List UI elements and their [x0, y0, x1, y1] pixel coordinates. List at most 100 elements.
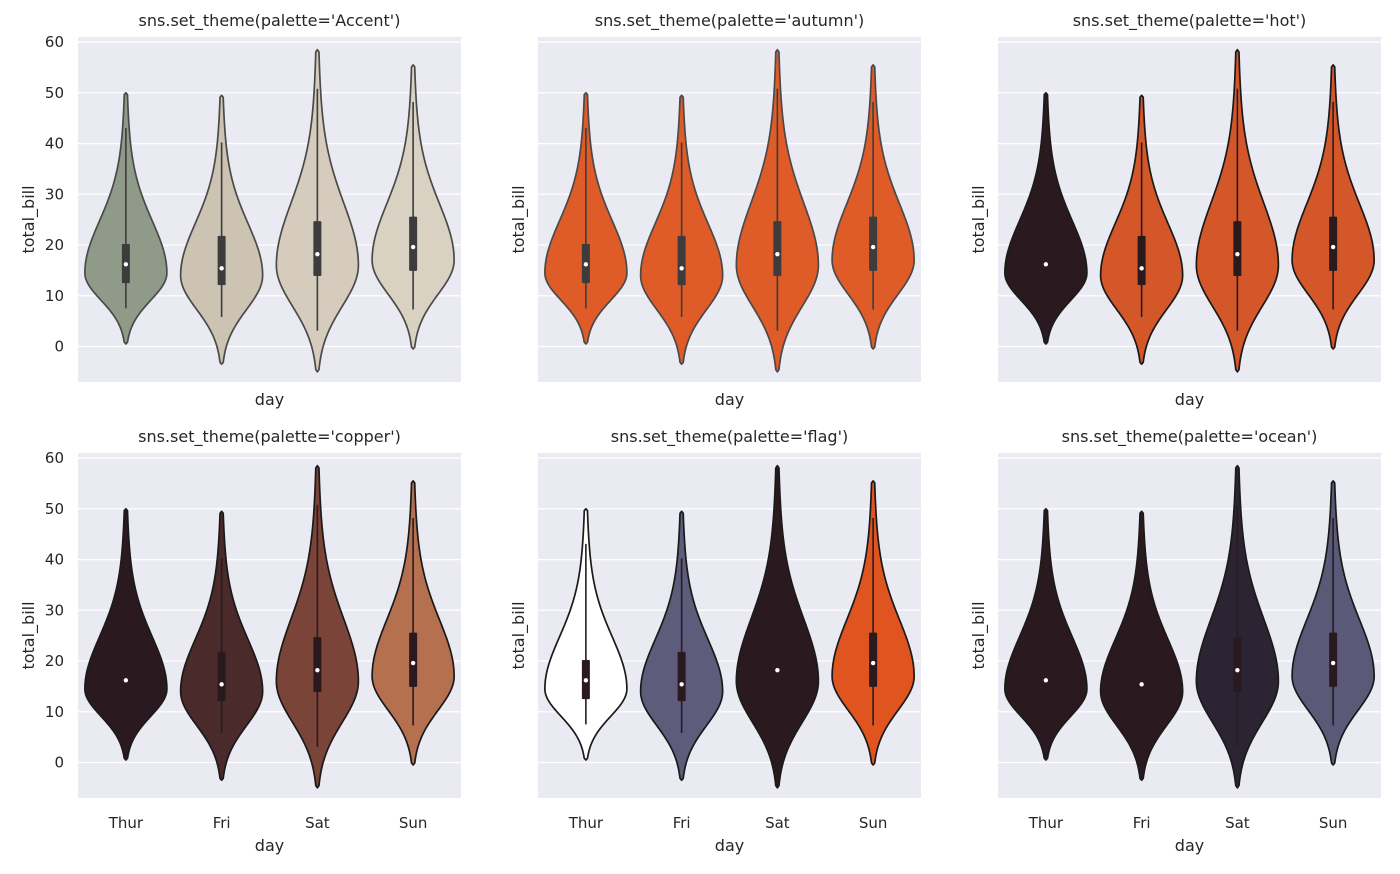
violin-sun — [831, 480, 915, 766]
violin-sat — [275, 464, 360, 789]
interquartile-box — [1233, 637, 1242, 692]
y-axis-label: total_bill — [509, 185, 529, 253]
subplot-title: sns.set_theme(palette='ocean') — [1062, 427, 1318, 447]
violin-fri — [639, 94, 724, 366]
median-dot — [775, 667, 780, 673]
median-dot — [1043, 678, 1049, 683]
median-dot — [1330, 660, 1336, 666]
violin-thur — [1004, 507, 1088, 761]
interquartile-box — [217, 235, 226, 286]
x-axis-label: day — [715, 836, 744, 855]
median-dot — [1139, 682, 1144, 687]
y-tick-label: 10 — [45, 703, 64, 721]
y-tick-label: 0 — [54, 753, 64, 771]
y-tick-label: 0 — [54, 337, 64, 355]
violin-sat — [275, 48, 360, 373]
x-tick-label: Sun — [1319, 814, 1348, 832]
y-tick-label: 60 — [45, 449, 64, 467]
interquartile-box — [677, 235, 686, 286]
interquartile-box — [409, 216, 418, 271]
median-dot — [679, 682, 684, 687]
median-dot — [1235, 667, 1240, 673]
subplot-2: sns.set_theme(palette='autumn')day total_… — [509, 11, 921, 409]
interquartile-box — [869, 632, 878, 687]
violin-body — [735, 464, 820, 789]
violin-body — [1004, 91, 1088, 345]
interquartile-box — [409, 632, 418, 687]
violin-sat — [1195, 48, 1280, 373]
median-dot — [123, 678, 129, 683]
x-tick-label: Thur — [568, 814, 604, 832]
y-tick-label: 50 — [45, 84, 64, 102]
violin-sat — [735, 464, 820, 789]
subplot-title: sns.set_theme(palette='Accent') — [139, 11, 401, 31]
median-dot — [315, 251, 320, 257]
median-dot — [315, 667, 320, 673]
y-axis-label: total_bill — [969, 185, 989, 253]
violin-fri — [179, 94, 264, 366]
interquartile-box — [1329, 632, 1338, 687]
violin-thur — [84, 507, 168, 761]
interquartile-box — [313, 637, 322, 692]
y-axis-label: total_bill — [19, 601, 39, 669]
median-dot — [219, 266, 224, 271]
interquartile-box — [313, 221, 322, 276]
median-dot — [123, 262, 129, 267]
median-dot — [410, 660, 416, 666]
x-axis-label: day — [1175, 390, 1204, 409]
violin-sun — [831, 64, 915, 350]
x-axis-label: day — [255, 836, 284, 855]
subplot-title: sns.set_theme(palette='copper') — [138, 427, 401, 447]
violin-sat — [735, 48, 820, 373]
median-dot — [1139, 266, 1144, 271]
x-tick-label: Sat — [1225, 814, 1250, 832]
y-axis-label: total_bill — [969, 601, 989, 669]
median-dot — [1330, 244, 1336, 250]
median-dot — [583, 678, 589, 683]
violin-body — [84, 507, 168, 761]
y-axis-label: total_bill — [509, 601, 529, 669]
interquartile-box — [1233, 221, 1242, 276]
interquartile-box — [1137, 235, 1146, 286]
violin-sun — [1291, 480, 1375, 766]
violin-sun — [1291, 64, 1375, 350]
subplot-1: 0 10 20 30 40 50 60 sns.set_theme(palette='Acce… — [19, 11, 461, 409]
violin-thur — [1004, 91, 1088, 345]
violin-fri — [1099, 510, 1184, 782]
median-dot — [1235, 251, 1240, 257]
median-dot — [1043, 262, 1049, 267]
subplot-6: sns.set_theme(palette='ocean')day total_b… — [969, 427, 1381, 855]
x-tick-label: Thur — [1028, 814, 1064, 832]
median-dot — [775, 251, 780, 257]
violin-fri — [1099, 94, 1184, 366]
x-tick-label: Sat — [305, 814, 330, 832]
subplot-title: sns.set_theme(palette='flag') — [611, 427, 848, 447]
y-tick-label: 30 — [45, 185, 64, 203]
subplot-title: sns.set_theme(palette='hot') — [1073, 11, 1307, 31]
x-axis-label: day — [255, 390, 284, 409]
interquartile-box — [773, 221, 782, 276]
x-tick-label: Fri — [213, 814, 231, 832]
interquartile-box — [869, 216, 878, 271]
violin-body — [1004, 507, 1088, 761]
y-tick-label: 20 — [45, 652, 64, 670]
subplot-5: sns.set_theme(palette='flag')day total_bi… — [509, 427, 921, 855]
violin-thur — [544, 91, 628, 345]
interquartile-box — [1329, 216, 1338, 271]
x-tick-label: Fri — [1133, 814, 1151, 832]
x-tick-label: Sun — [859, 814, 888, 832]
x-tick-label: Sun — [399, 814, 428, 832]
median-dot — [679, 266, 684, 271]
violin-fri — [639, 510, 724, 782]
x-tick-label: Sat — [765, 814, 790, 832]
median-dot — [219, 682, 224, 687]
y-tick-label: 20 — [45, 236, 64, 254]
y-tick-label: 40 — [45, 135, 64, 153]
subplot-3: sns.set_theme(palette='hot')day total_bil… — [969, 11, 1381, 409]
x-tick-label: Thur — [108, 814, 144, 832]
y-axis-label: total_bill — [19, 185, 39, 253]
violin-fri — [179, 510, 264, 782]
subplot-title: sns.set_theme(palette='autumn') — [595, 11, 864, 31]
x-tick-label: Fri — [673, 814, 691, 832]
